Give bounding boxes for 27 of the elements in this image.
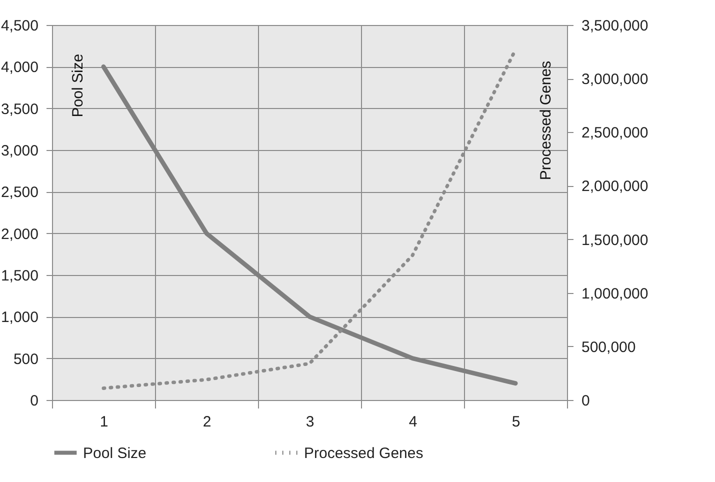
- y2-tick-label: 3,500,000: [582, 18, 648, 34]
- y2-tick-label: 500,000: [582, 338, 636, 356]
- x-tick-label: 4: [408, 414, 418, 430]
- y-tick-label: 1,000: [0, 309, 38, 326]
- legend-label: Pool Size: [83, 444, 146, 462]
- y2-tick-label: 1,000,000: [582, 285, 648, 302]
- x-tick-label: 3: [306, 414, 314, 430]
- legend-label: Processed Genes: [304, 444, 424, 462]
- y-tick-label: 4,500: [0, 18, 38, 34]
- y-tick-label: 4,000: [0, 59, 38, 76]
- y2-tick-label: 2,000,000: [582, 178, 648, 196]
- y-tick-label: 2,500: [0, 184, 38, 202]
- y-tick-label: 500: [13, 350, 38, 368]
- x-tick-label: 2: [202, 414, 212, 430]
- x-tick-label: 5: [512, 414, 520, 430]
- y-axis-title: Pool Size: [70, 54, 86, 118]
- y-tick-label: 0: [30, 392, 38, 410]
- y2-axis-title: Processed Genes: [538, 60, 554, 180]
- y2-tick-label: 1,500,000: [582, 232, 648, 249]
- x-tick-label: 1: [100, 414, 108, 430]
- y2-tick-label: 3,000,000: [582, 71, 648, 88]
- y2-tick-label: 0: [582, 392, 590, 410]
- y-tick-label: 3,000: [0, 142, 38, 160]
- y2-tick-label: 2,500,000: [582, 124, 648, 142]
- y-tick-label: 3,500: [0, 100, 38, 118]
- y-tick-label: 2,000: [0, 226, 38, 243]
- y-tick-label: 1,500: [0, 268, 38, 284]
